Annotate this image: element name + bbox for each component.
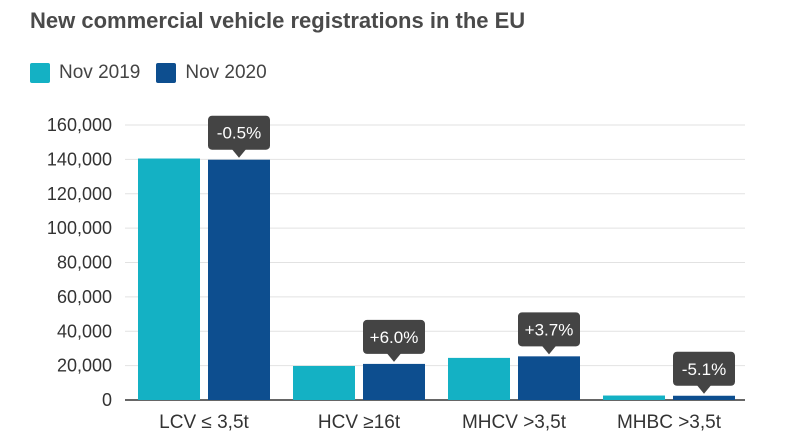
annotation-callout-box [673,351,735,386]
legend-item-nov-2019: Nov 2019 [30,62,140,84]
bar-nov-2019 [603,395,665,400]
annotation-label: -0.5% [217,124,261,143]
bar-nov-2020 [673,395,735,400]
x-tick-label: MHBC >3,5t [617,412,722,433]
bar-nov-2020 [208,159,270,400]
y-tick-label: 140,000 [47,149,112,169]
y-tick-label: 60,000 [57,287,112,307]
y-tick-label: 120,000 [47,184,112,204]
annotation-callout-box [518,312,580,347]
annotation-callout-pointer [542,345,556,355]
y-tick-label: 0 [102,390,112,410]
bar-nov-2020 [363,363,425,400]
y-tick-label: 160,000 [47,115,112,135]
legend-swatch-nov-2020 [156,63,177,83]
y-tick-label: 100,000 [47,218,112,238]
legend-item-nov-2020: Nov 2020 [156,62,267,84]
annotation-callout-pointer [697,385,711,394]
legend-label-nov-2019: Nov 2019 [59,62,141,83]
annotation-label: +6.0% [370,328,419,347]
bar-nov-2019 [293,365,355,400]
annotation-callout-box [363,319,425,354]
bar-nov-2019 [138,158,200,400]
annotation-callout-box [208,115,270,150]
bar-nov-2020 [518,356,580,400]
x-tick-label: MHCV >3,5t [462,412,567,433]
legend: Nov 2019 Nov 2020 [30,62,283,84]
annotation-label: +3.7% [525,320,574,339]
x-tick-label: LCV ≤ 3,5t [159,412,249,433]
legend-label-nov-2020: Nov 2020 [185,62,267,83]
y-tick-label: 80,000 [57,253,112,273]
bar-nov-2019 [448,357,510,400]
annotation-callout-pointer [232,149,246,158]
y-tick-label: 20,000 [57,356,112,376]
annotation-label: -5.1% [682,360,726,379]
annotation-callout-pointer [387,353,401,362]
y-tick-label: 40,000 [57,321,112,341]
x-tick-label: HCV ≥16t [318,412,401,433]
chart-title: New commercial vehicle registrations in … [30,8,526,33]
legend-swatch-nov-2019 [30,63,50,83]
